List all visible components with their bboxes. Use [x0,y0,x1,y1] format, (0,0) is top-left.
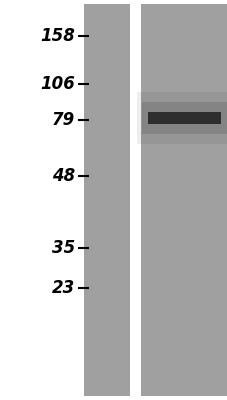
Bar [142,102,226,134]
Text: 158: 158 [40,27,75,45]
Bar [84,4,129,396]
Bar [136,92,227,144]
Text: 106: 106 [40,75,75,93]
Bar [148,112,220,124]
Text: 48: 48 [52,167,75,185]
Text: 79: 79 [52,111,75,129]
Bar [141,4,227,396]
Text: 35: 35 [52,239,75,257]
Text: 23: 23 [52,279,75,297]
